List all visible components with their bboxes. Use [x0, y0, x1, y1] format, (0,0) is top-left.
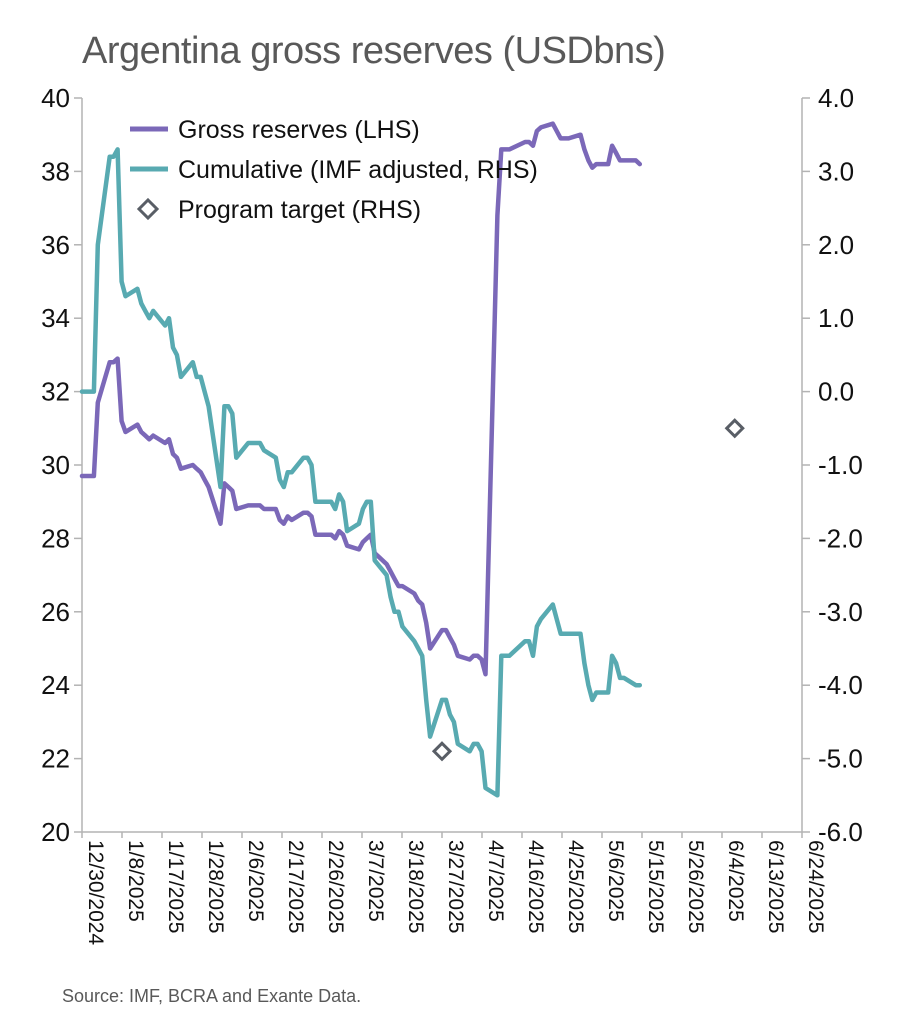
left-tick-label: 22 [41, 744, 70, 774]
x-tick-label: 1/28/2025 [204, 840, 227, 933]
x-tick-label: 1/17/2025 [164, 840, 187, 933]
x-tick-label: 4/7/2025 [484, 840, 507, 922]
left-tick-label: 32 [41, 377, 70, 407]
x-tick-label: 4/25/2025 [564, 840, 587, 933]
right-tick-label: 1.0 [818, 303, 854, 333]
x-tick-label: 3/27/2025 [444, 840, 467, 933]
legend-label: Cumulative (IMF adjusted, RHS) [178, 156, 538, 184]
program-target-marker [724, 418, 745, 439]
x-tick-label: 2/26/2025 [324, 840, 347, 933]
right-tick-labels: -6.0 -5.0 -4.0 -3.0 -2.0 -1.0 0.0 1.0 2.0 3.0 4.0 [802, 83, 863, 847]
x-tick-label: 3/7/2025 [364, 840, 387, 922]
right-tick-label: 0.0 [818, 377, 854, 407]
right-tick-label: 4.0 [818, 83, 854, 113]
right-tick-label: -1.0 [818, 450, 863, 480]
left-tick-label: 38 [41, 156, 70, 186]
x-tick-label: 5/6/2025 [604, 840, 627, 922]
gross-reserves-line [79, 121, 643, 677]
left-tick-label: 40 [41, 83, 70, 113]
right-tick-label: -6.0 [818, 817, 863, 847]
right-tick-label: 3.0 [818, 156, 854, 186]
series-group [79, 121, 745, 798]
x-tick-label: 5/26/2025 [684, 840, 707, 933]
left-tick-label: 30 [41, 450, 70, 480]
x-tick-label: 3/18/2025 [404, 840, 427, 933]
right-tick-label: -2.0 [818, 523, 863, 553]
left-tick-label: 28 [41, 523, 70, 553]
program-target-marker [431, 741, 453, 762]
left-tick-labels: 20 22 24 26 28 30 32 34 36 38 40 [41, 83, 82, 847]
x-tick-label: 6/4/2025 [724, 840, 747, 922]
right-tick-label: -5.0 [818, 744, 863, 774]
chart-title: Argentina gross reserves (USDbns) [82, 30, 666, 72]
legend-marker-program-target [136, 197, 160, 221]
right-tick-label: -4.0 [818, 670, 863, 700]
left-tick-label: 20 [41, 817, 70, 847]
legend-label: Gross reserves (LHS) [178, 116, 420, 144]
x-tick-label: 5/15/2025 [644, 840, 667, 933]
legend: Gross reserves (LHS) Cumulative (IMF adju… [130, 116, 538, 224]
legend-label: Program target (RHS) [178, 196, 421, 224]
x-tick-label: 2/17/2025 [284, 840, 307, 933]
x-tick-label: 1/8/2025 [124, 840, 147, 922]
left-tick-label: 34 [41, 303, 70, 333]
x-tick-label: 12/30/2024 [84, 840, 107, 945]
x-tick-label: 6/13/2025 [764, 840, 787, 933]
x-tick-label: 4/16/2025 [524, 840, 547, 933]
cumulative-line [79, 147, 643, 798]
left-tick-label: 26 [41, 597, 70, 627]
left-tick-label: 36 [41, 230, 70, 260]
right-tick-label: 2.0 [818, 230, 854, 260]
left-tick-label: 24 [41, 670, 70, 700]
x-tick-label: 2/6/2025 [244, 840, 267, 922]
x-tick-labels: 12/30/2024 1/8/2025 1/17/2025 1/28/2025 2/6/… [81, 832, 827, 945]
x-tick-label: 6/24/2025 [804, 840, 827, 933]
right-tick-label: -3.0 [818, 597, 863, 627]
source-note: Source: IMF, BCRA and Exante Data. [62, 986, 362, 1006]
